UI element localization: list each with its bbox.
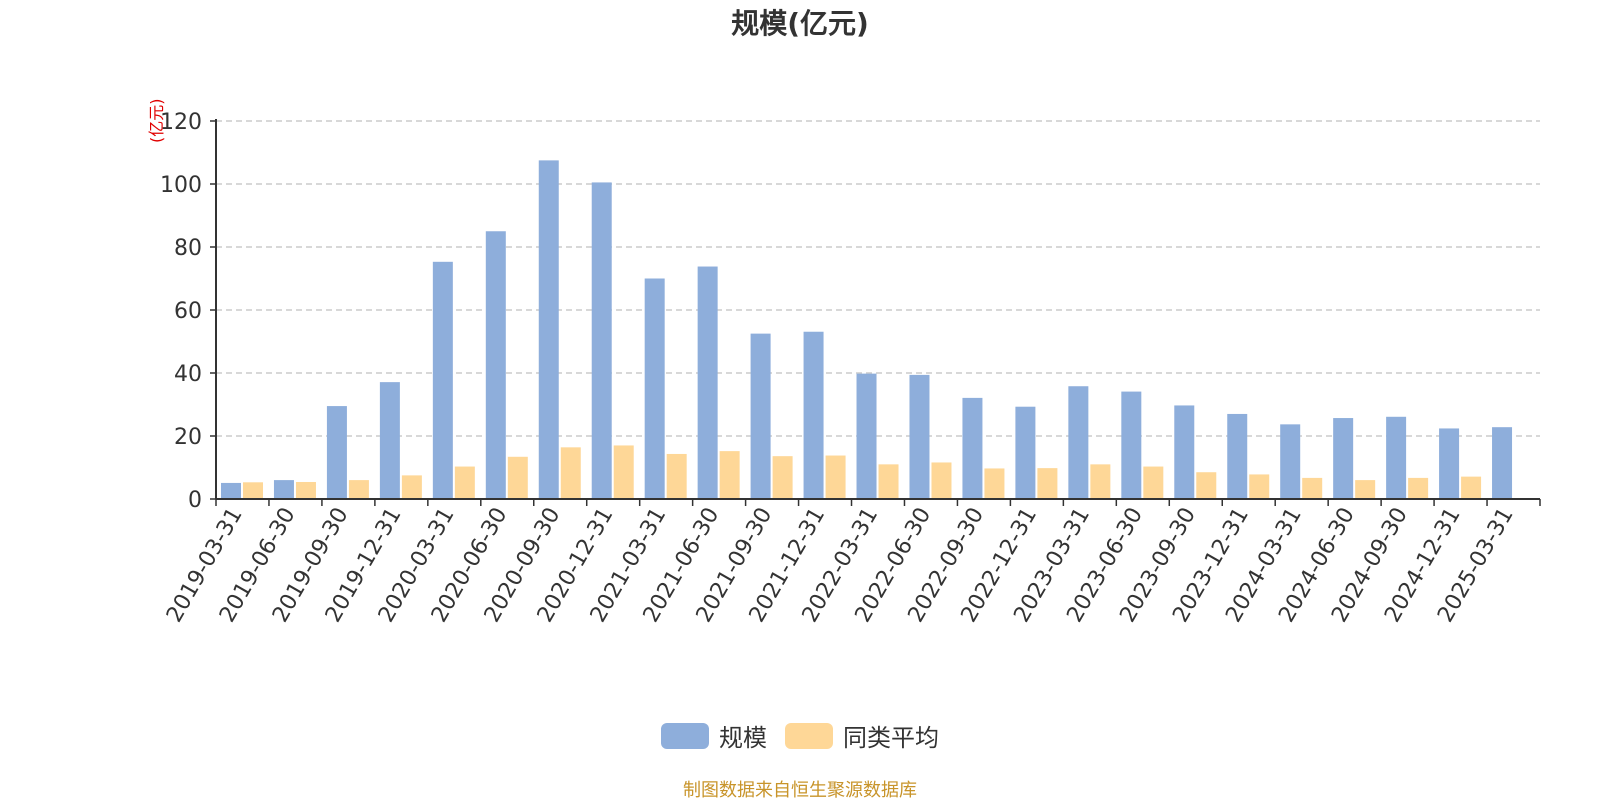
- bar-peer-average: [1408, 477, 1429, 499]
- bar-peer-average: [1461, 476, 1482, 499]
- legend-item-series-1[interactable]: 规模: [661, 718, 767, 753]
- legend-label: 同类平均: [843, 724, 939, 752]
- legend-swatch: [661, 722, 709, 749]
- bar-peer-average: [772, 456, 793, 499]
- bar-scale: [803, 331, 824, 499]
- legend-item-series-2[interactable]: 同类平均: [785, 718, 939, 753]
- bar-scale: [1121, 391, 1142, 499]
- bars-group: [221, 160, 1513, 500]
- bar-peer-average: [401, 475, 422, 499]
- legend: 规模 同类平均: [0, 718, 1600, 753]
- bar-peer-average: [984, 468, 1005, 499]
- bar-peer-average: [825, 455, 846, 499]
- bar-scale: [1386, 416, 1407, 499]
- bar-scale: [326, 406, 347, 499]
- bar-scale: [1068, 386, 1089, 499]
- bar-peer-average: [1302, 477, 1323, 499]
- grid-lines: [216, 120, 1540, 437]
- bar-scale: [1174, 405, 1195, 499]
- bar-scale: [909, 374, 930, 499]
- bar-peer-average: [560, 447, 581, 499]
- bar-peer-average: [719, 451, 740, 499]
- bar-scale: [1227, 413, 1248, 499]
- bar-peer-average: [243, 482, 263, 499]
- y-tick-label: 80: [174, 236, 202, 261]
- y-tick-label: 0: [188, 488, 202, 513]
- bar-scale: [856, 373, 877, 499]
- bar-peer-average: [666, 453, 687, 499]
- bar-peer-average: [1090, 464, 1111, 499]
- bar-scale: [485, 231, 506, 499]
- y-tick-label: 120: [160, 110, 202, 135]
- bar-peer-average: [1037, 468, 1058, 499]
- y-tick-label: 20: [174, 425, 202, 450]
- bar-peer-average: [1249, 474, 1270, 499]
- x-tick-labels: 2019-03-312019-06-302019-09-302019-12-31…: [162, 503, 1519, 626]
- bar-peer-average: [1143, 466, 1164, 499]
- bar-peer-average: [1196, 472, 1217, 499]
- bar-peer-average: [613, 445, 634, 499]
- y-tick-label: 100: [160, 173, 202, 198]
- bar-scale: [273, 480, 294, 499]
- legend-swatch: [785, 722, 833, 749]
- bar-scale: [697, 266, 718, 499]
- bar-peer-average: [878, 464, 899, 499]
- bar-scale: [1439, 428, 1460, 499]
- legend-label: 规模: [719, 724, 767, 752]
- bar-scale: [644, 278, 665, 499]
- y-tick-label: 60: [174, 299, 202, 324]
- bar-scale: [1015, 406, 1036, 499]
- bar-scale: [750, 333, 771, 499]
- bar-scale: [1280, 424, 1301, 499]
- bar-scale: [379, 382, 400, 499]
- bar-scale: [538, 160, 559, 499]
- data-source-note: 制图数据来自恒生聚源数据库: [683, 780, 917, 801]
- bar-peer-average: [931, 462, 952, 499]
- bar-scale: [1492, 427, 1513, 499]
- y-tick-labels: 0 20 40 60 80 100 120: [160, 110, 216, 513]
- bar-peer-average: [1355, 480, 1376, 499]
- bar-peer-average: [507, 456, 528, 499]
- bar-scale: [591, 182, 612, 500]
- y-tick-label: 40: [174, 362, 202, 387]
- chart-title: 规模(亿元): [731, 7, 869, 40]
- bar-scale: [962, 397, 983, 499]
- bar-scale: [432, 261, 453, 499]
- bar-scale: [221, 482, 241, 499]
- bar-peer-average: [348, 480, 369, 499]
- bar-peer-average: [454, 466, 475, 499]
- bar-scale: [1333, 418, 1354, 499]
- bar-peer-average: [295, 481, 316, 499]
